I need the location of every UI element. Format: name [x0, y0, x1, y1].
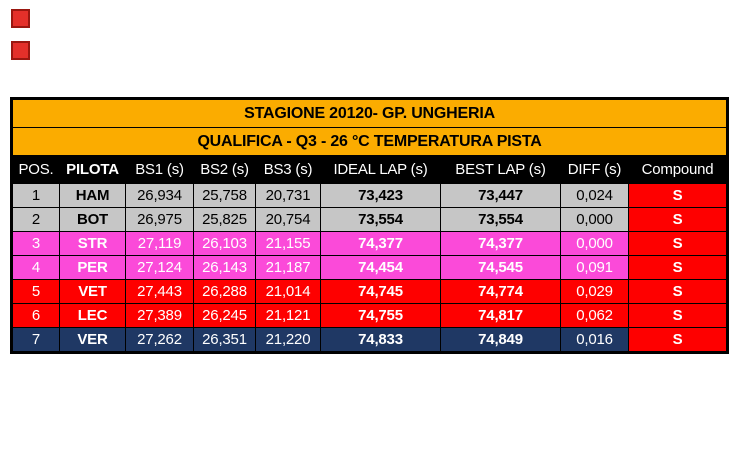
- red-marker-top: [11, 9, 30, 28]
- qualifying-results-table: STAGIONE 20120- GP. UNGHERIA QUALIFICA -…: [10, 97, 730, 354]
- session-title: QUALIFICA - Q3 - 26 °C TEMPERATURA PISTA: [10, 127, 729, 156]
- best-cell: 74,774: [440, 279, 561, 304]
- bs3-cell: 21,014: [255, 279, 321, 304]
- compound-cell: S: [627, 279, 729, 304]
- column-header-best: BEST LAP (s): [440, 155, 561, 184]
- bs3-cell: 21,121: [255, 303, 321, 328]
- bs2-cell: 25,825: [193, 207, 256, 232]
- best-cell: 74,849: [440, 327, 561, 353]
- pos-cell: 2: [11, 207, 60, 232]
- session-title-row: QUALIFICA - Q3 - 26 °C TEMPERATURA PISTA: [10, 127, 729, 156]
- pos-cell: 7: [11, 327, 60, 353]
- bs1-cell: 26,934: [125, 183, 194, 208]
- result-row-ham: 1 HAM 26,934 25,758 20,731 73,423 73,447 0,024 S: [11, 183, 729, 208]
- bs2-cell: 26,103: [193, 231, 256, 256]
- pos-cell: 1: [11, 183, 60, 208]
- best-cell: 73,554: [440, 207, 561, 232]
- compound-cell: S: [627, 231, 729, 256]
- diff-cell: 0,016: [560, 327, 629, 353]
- bs3-cell: 20,731: [255, 183, 321, 208]
- bs2-cell: 26,245: [193, 303, 256, 328]
- column-header-compound: Compound: [627, 155, 729, 184]
- pos-cell: 5: [11, 279, 60, 304]
- bs1-cell: 27,389: [125, 303, 194, 328]
- ideal-cell: 74,377: [320, 231, 441, 256]
- diff-cell: 0,029: [560, 279, 629, 304]
- pilota-cell: BOT: [59, 207, 126, 232]
- result-row-str: 3 STR 27,119 26,103 21,155 74,377 74,377 0,000 S: [11, 231, 729, 256]
- result-row-per: 4 PER 27,124 26,143 21,187 74,454 74,545 0,091 S: [11, 255, 729, 280]
- bs1-cell: 27,262: [125, 327, 194, 353]
- pos-cell: 4: [11, 255, 60, 280]
- diff-cell: 0,091: [560, 255, 629, 280]
- best-cell: 74,545: [440, 255, 561, 280]
- compound-cell: S: [627, 255, 729, 280]
- result-row-vet: 5 VET 27,443 26,288 21,014 74,745 74,774 0,029 S: [11, 279, 729, 304]
- compound-cell: S: [627, 303, 729, 328]
- season-title-row: STAGIONE 20120- GP. UNGHERIA: [10, 98, 729, 128]
- diff-cell: 0,000: [560, 207, 629, 232]
- ideal-cell: 74,454: [320, 255, 441, 280]
- ideal-cell: 73,554: [320, 207, 441, 232]
- column-header-diff: DIFF (s): [560, 155, 629, 184]
- pilota-cell: LEC: [59, 303, 126, 328]
- column-header-bs3: BS3 (s): [255, 155, 321, 184]
- bs1-cell: 27,124: [125, 255, 194, 280]
- result-row-ver: 7 VER 27,262 26,351 21,220 74,833 74,849 0,016 S: [11, 327, 729, 353]
- pilota-cell: HAM: [59, 183, 126, 208]
- result-row-bot: 2 BOT 26,975 25,825 20,754 73,554 73,554 0,000 S: [11, 207, 729, 232]
- diff-cell: 0,000: [560, 231, 629, 256]
- column-header-bs1: BS1 (s): [125, 155, 194, 184]
- bs1-cell: 27,119: [125, 231, 194, 256]
- best-cell: 74,377: [440, 231, 561, 256]
- ideal-cell: 74,833: [320, 327, 441, 353]
- ideal-cell: 74,755: [320, 303, 441, 328]
- ideal-cell: 73,423: [320, 183, 441, 208]
- pos-cell: 3: [11, 231, 60, 256]
- season-title: STAGIONE 20120- GP. UNGHERIA: [10, 98, 729, 128]
- bs2-cell: 26,143: [193, 255, 256, 280]
- column-header-bs2: BS2 (s): [193, 155, 256, 184]
- pilota-cell: VER: [59, 327, 126, 353]
- bs3-cell: 21,220: [255, 327, 321, 353]
- pilota-cell: PER: [59, 255, 126, 280]
- diff-cell: 0,062: [560, 303, 629, 328]
- bs3-cell: 21,187: [255, 255, 321, 280]
- bs1-cell: 26,975: [125, 207, 194, 232]
- result-row-lec: 6 LEC 27,389 26,245 21,121 74,755 74,817 0,062 S: [11, 303, 729, 328]
- compound-cell: S: [627, 207, 729, 232]
- pilota-cell: STR: [59, 231, 126, 256]
- best-cell: 73,447: [440, 183, 561, 208]
- column-header-pos: POS.: [11, 155, 60, 184]
- pos-cell: 6: [11, 303, 60, 328]
- ideal-cell: 74,745: [320, 279, 441, 304]
- compound-cell: S: [627, 183, 729, 208]
- pilota-cell: VET: [59, 279, 126, 304]
- red-marker-bottom: [11, 41, 30, 60]
- bs3-cell: 20,754: [255, 207, 321, 232]
- bs3-cell: 21,155: [255, 231, 321, 256]
- bs2-cell: 25,758: [193, 183, 256, 208]
- column-header-ideal: IDEAL LAP (s): [320, 155, 441, 184]
- bs1-cell: 27,443: [125, 279, 194, 304]
- column-header-row: POS. PILOTA BS1 (s) BS2 (s) BS3 (s) IDEAL LAP…: [11, 155, 729, 184]
- compound-cell: S: [627, 327, 729, 353]
- bs2-cell: 26,351: [193, 327, 256, 353]
- best-cell: 74,817: [440, 303, 561, 328]
- bs2-cell: 26,288: [193, 279, 256, 304]
- diff-cell: 0,024: [560, 183, 629, 208]
- column-header-pilota: PILOTA: [59, 155, 126, 184]
